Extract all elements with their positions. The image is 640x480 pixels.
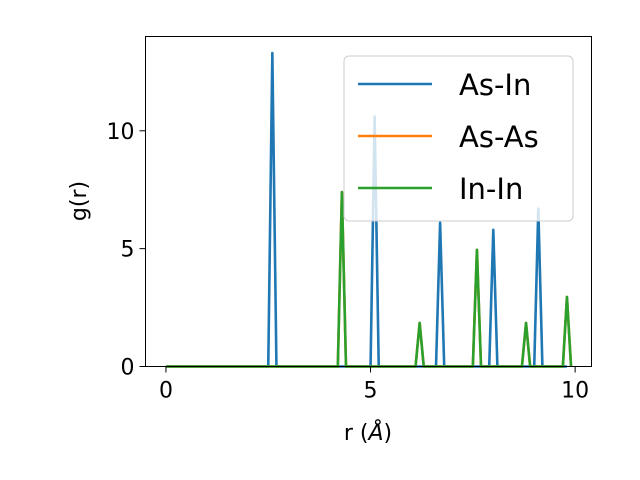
axes-frame bbox=[145, 36, 592, 367]
y-axis: 0 5 10 bbox=[107, 120, 146, 381]
y-tick-label: 0 bbox=[121, 356, 135, 381]
legend-box bbox=[343, 55, 574, 222]
x-tick-label: 10 bbox=[561, 379, 589, 404]
x-tick-label: 0 bbox=[159, 379, 173, 404]
x-tick-label: 5 bbox=[364, 379, 378, 404]
x-axis: 0 5 10 bbox=[159, 366, 589, 404]
legend: As-In As-As In-In bbox=[343, 55, 574, 222]
x-axis-label: r (Å) bbox=[344, 419, 392, 446]
legend-items: As-In As-As In-In bbox=[358, 68, 539, 206]
y-tick-label: 10 bbox=[107, 120, 135, 145]
legend-label: In-In bbox=[459, 172, 523, 206]
y-axis-label: g(r) bbox=[67, 181, 92, 221]
legend-label: As-As bbox=[459, 120, 539, 154]
series-line-0 bbox=[165, 51, 567, 368]
y-tick-label: 5 bbox=[121, 238, 135, 263]
legend-label: As-In bbox=[459, 68, 531, 102]
